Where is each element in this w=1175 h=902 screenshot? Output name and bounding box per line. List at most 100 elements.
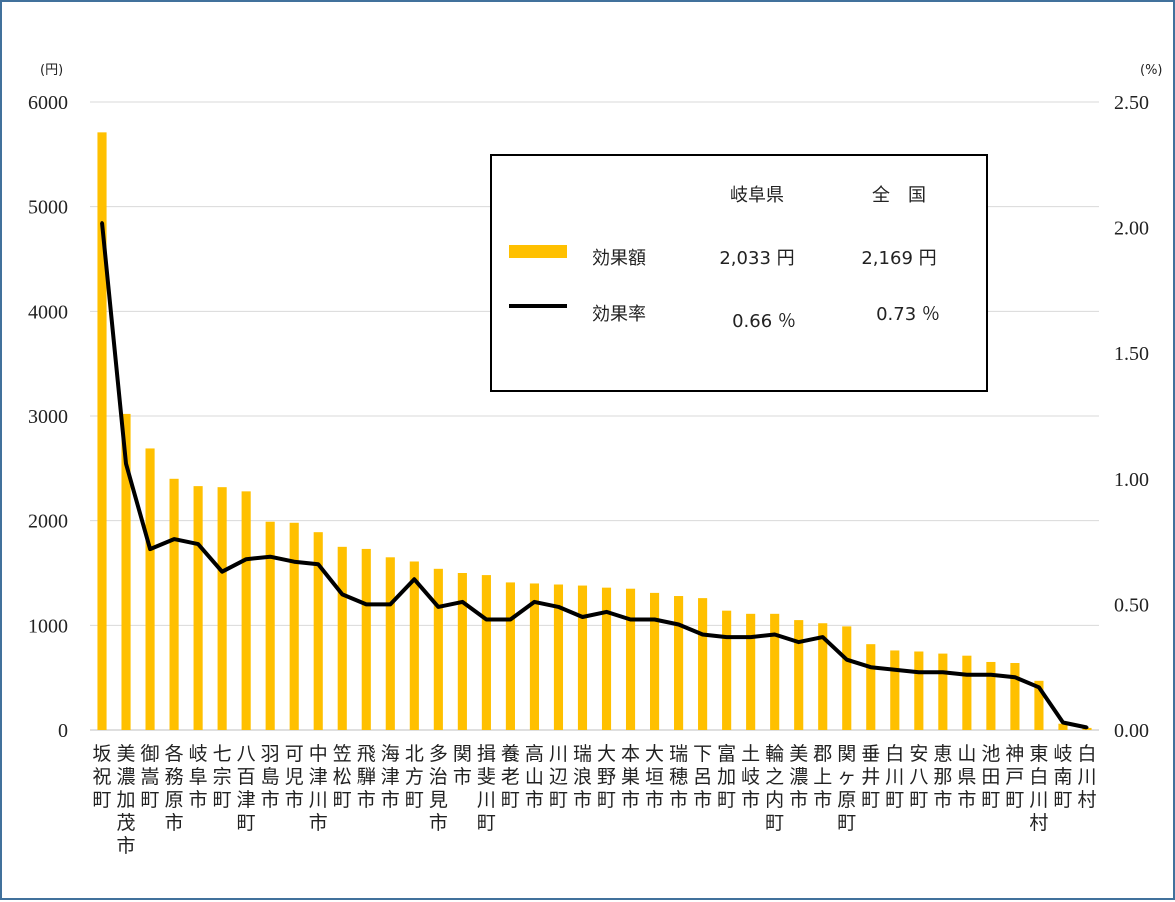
rate-point [124,462,128,466]
bar [289,522,299,730]
category-label: 岐阜市 [189,743,208,811]
category-label: 東白川村 [1029,743,1048,834]
category-label: 安八町 [909,743,928,811]
category-label: 神戸町 [1005,743,1024,811]
category-label: 恵那市 [933,743,952,811]
category-label: 瑞浪市 [573,743,592,811]
rate-point [196,542,200,546]
legend-col-pref: 岐阜県 [730,185,784,206]
category-label: 飛騨市 [357,743,376,811]
left-tick-label: 4000 [28,301,68,323]
rate-point [749,635,753,639]
rate-point [893,668,897,672]
bar [962,655,972,730]
bar [818,623,828,730]
rate-point [508,617,512,621]
rate-point [677,622,681,626]
category-label: 羽島市 [261,743,280,811]
legend-row2-label: 効果率 [592,304,646,325]
category-label: 山県市 [957,743,976,811]
bar [553,584,564,730]
rate-point [340,592,344,596]
right-tick-label: 1.50 [1114,343,1149,365]
bar [97,132,107,730]
category-label: 下呂市 [693,743,712,811]
category-label: 養老町 [501,743,520,811]
category-label: 可児市 [285,743,304,811]
bar [842,626,852,730]
legend-bar-swatch [509,245,567,258]
category-label: 富加町 [717,743,736,811]
legend-col-nation: 全 国 [872,185,926,206]
rate-point [364,602,368,606]
category-label: 七宗町 [213,743,232,811]
rate-point [845,658,849,662]
bar [241,491,251,730]
right-tick-label: 2.00 [1114,218,1149,240]
category-label: 揖斐川町 [477,743,496,834]
bar [938,653,948,730]
rate-point [965,673,969,677]
legend-row2-pref: 0.66 ％ [732,311,796,332]
rate-point [412,577,416,581]
category-label: 瑞穂市 [669,743,688,811]
bar [770,613,780,730]
legend-row1-label: 効果額 [592,248,646,269]
rate-point [941,670,945,674]
category-label: 輪之内町 [765,743,784,834]
bar [698,598,708,730]
rate-point [580,615,584,619]
bar [722,610,732,730]
rate-point [268,555,272,559]
bar [169,478,179,730]
bar [145,448,155,730]
rate-point [1037,685,1041,689]
bar [986,661,996,730]
category-label: 白川村 [1077,743,1096,811]
rate-point [172,537,176,541]
legend-row1-pref: 2,033 円 [719,248,794,269]
rate-point [797,640,801,644]
category-label: 大野町 [597,743,616,811]
category-label: 各務原市 [165,743,184,834]
rate-point [460,600,464,604]
category-label: 八百津町 [237,743,256,834]
category-label: 本巣市 [621,743,640,811]
category-label: 海津市 [381,743,400,811]
bar [601,587,612,730]
bar [433,568,443,730]
rate-point [821,635,825,639]
bar [794,620,804,730]
category-label: 北方町 [405,743,424,811]
rate-point [1013,675,1017,679]
category-label: 郡上市 [813,743,832,811]
category-label: 坂祝町 [93,743,112,811]
right-tick-label: 1.00 [1114,469,1149,491]
bar [361,548,371,730]
category-label: 御嵩町 [141,743,160,811]
category-label: 笠松町 [333,743,352,811]
rate-point [629,617,633,621]
right-unit-label: (%) [1140,63,1163,78]
bar [337,546,347,730]
bar [193,486,203,730]
legend-row2-nation: 0.73 ％ [876,304,940,325]
bar [890,650,900,730]
category-label: 大垣市 [645,743,664,811]
bar [505,582,515,730]
right-tick-label: 2.50 [1114,92,1149,114]
bar [409,561,419,730]
legend: 岐阜県 全 国 効果額 2,033 円 2,169 円 効果率 0.66 ％ 0… [490,154,988,392]
category-label: 垂井町 [861,743,880,811]
rate-point [220,570,224,574]
left-tick-label: 0 [58,720,68,742]
category-label: 美濃市 [789,743,808,811]
rate-point [556,605,560,609]
left-tick-label: 5000 [28,197,68,219]
right-tick-label: 0.50 [1114,594,1149,616]
bar [866,644,876,730]
rate-point [653,617,657,621]
left-tick-label: 6000 [28,92,68,114]
rate-point [244,557,248,561]
